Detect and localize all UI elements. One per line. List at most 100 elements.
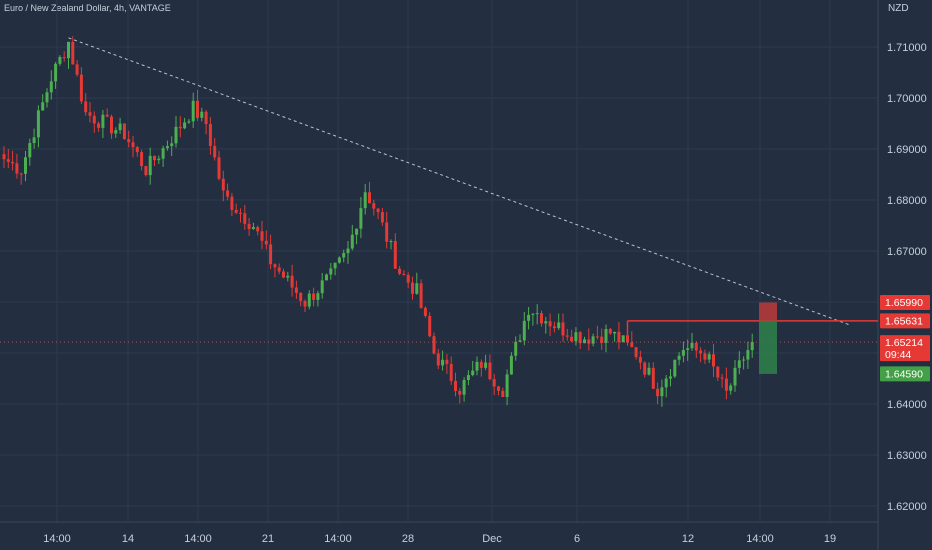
candle-body xyxy=(153,155,156,161)
candle-body xyxy=(269,244,273,265)
candle-body xyxy=(6,159,10,162)
candle-body xyxy=(174,126,178,144)
candle-body xyxy=(385,222,389,242)
candle-body xyxy=(402,273,406,276)
price-label-target xyxy=(880,366,930,382)
candle-body xyxy=(505,374,509,398)
candle-body xyxy=(677,355,681,360)
x-tick-label: 14 xyxy=(122,533,134,545)
candle-body xyxy=(656,388,660,397)
candle-body xyxy=(583,339,586,344)
candle-body xyxy=(432,336,436,354)
candle-body xyxy=(303,300,307,307)
candle-body xyxy=(750,342,754,351)
candle-body xyxy=(419,283,423,308)
candle-body xyxy=(243,213,247,224)
price-label-text: 1.65214 xyxy=(885,337,923,349)
candle-body xyxy=(712,354,715,367)
candle-body xyxy=(346,248,350,254)
candle-body xyxy=(290,275,294,288)
candle-body xyxy=(393,241,397,269)
candle-body xyxy=(406,275,410,283)
candle-body xyxy=(570,336,574,342)
candle-body xyxy=(131,142,135,148)
candle-body xyxy=(466,375,470,381)
candle-body xyxy=(518,340,522,342)
candle-body xyxy=(204,111,208,125)
candle-body xyxy=(552,326,556,329)
candle-body xyxy=(135,147,139,153)
candle-body xyxy=(746,350,750,360)
candle-body xyxy=(316,293,320,300)
y-tick-label: 1.67000 xyxy=(887,246,927,258)
price-label-entry xyxy=(880,313,930,329)
candle-body xyxy=(441,359,445,366)
candle-body xyxy=(673,359,677,377)
candle-body xyxy=(140,152,144,167)
candle-body xyxy=(84,101,88,113)
candle-body xyxy=(497,386,500,391)
candle-body xyxy=(703,353,707,360)
candle-body xyxy=(368,192,371,204)
candle-body xyxy=(544,321,548,324)
candle-body xyxy=(144,166,148,176)
candle-body xyxy=(325,274,328,281)
candle-body xyxy=(595,336,599,338)
candle-body xyxy=(110,116,113,134)
y-tick-label: 1.71000 xyxy=(887,42,927,54)
candle-body xyxy=(187,121,191,123)
candle-body xyxy=(501,390,505,398)
candle-body xyxy=(462,380,466,395)
y-tick-label: 1.70000 xyxy=(887,93,927,105)
candle-body xyxy=(737,360,741,368)
candle-body xyxy=(664,378,668,388)
candle-body xyxy=(540,313,543,324)
candle-body xyxy=(114,130,118,134)
candle-body xyxy=(372,203,376,209)
candle-body xyxy=(484,362,488,368)
candle-body xyxy=(178,126,182,129)
candle-body xyxy=(522,320,526,341)
stop-loss-zone xyxy=(759,302,777,321)
candle-body xyxy=(488,362,492,380)
candle-body xyxy=(634,347,638,358)
take-profit-zone xyxy=(759,320,777,374)
candle-body xyxy=(724,378,728,391)
candle-body xyxy=(264,240,268,245)
candle-body xyxy=(11,161,15,164)
currency-label: NZD xyxy=(888,3,909,14)
x-tick-label: 21 xyxy=(262,533,274,545)
candle-body xyxy=(217,157,221,179)
price-label-stop xyxy=(880,295,930,311)
candle-body xyxy=(492,379,496,387)
candle-body xyxy=(320,280,324,294)
candle-body xyxy=(458,390,462,395)
candle-body xyxy=(239,212,242,214)
candle-body xyxy=(733,367,737,386)
candle-body xyxy=(479,361,483,368)
candle-body xyxy=(548,321,552,327)
candle-body xyxy=(62,57,66,59)
candle-body xyxy=(213,145,217,158)
candle-body xyxy=(471,370,475,376)
candle-body xyxy=(19,173,23,175)
candle-body xyxy=(574,332,578,342)
candle-body xyxy=(423,307,427,316)
candle-body xyxy=(71,41,75,65)
candle-body xyxy=(535,313,539,315)
candle-body xyxy=(643,362,647,375)
x-tick-label: 12 xyxy=(682,533,694,545)
candle-body xyxy=(247,223,251,229)
candle-body xyxy=(604,329,608,343)
price-label-text: 1.64590 xyxy=(885,368,923,380)
candle-body xyxy=(226,190,230,197)
candle-body xyxy=(707,354,711,360)
candle-body xyxy=(260,231,264,241)
candle-body xyxy=(41,102,45,111)
candle-body xyxy=(436,353,440,366)
candle-body xyxy=(591,336,595,344)
candle-body xyxy=(24,157,27,174)
candle-body xyxy=(626,335,629,343)
trend-line xyxy=(68,37,852,326)
